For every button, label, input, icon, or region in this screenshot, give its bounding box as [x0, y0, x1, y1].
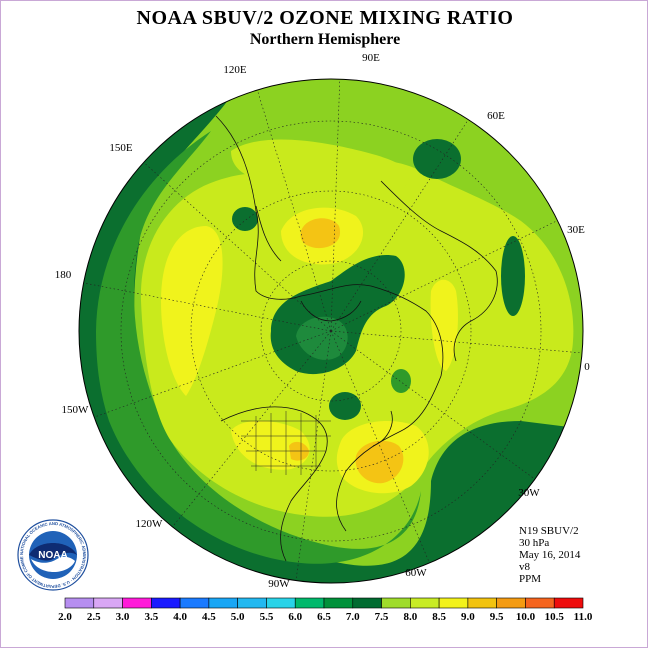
colorbar-swatch	[410, 597, 440, 609]
colorbar-tick-label: 10.5	[545, 611, 565, 623]
colorbar-tick-label: 10.0	[516, 611, 536, 623]
info-units: PPM	[519, 573, 542, 585]
noaa-logo: NATIONAL OCEANIC AND ATMOSPHERIC ADMINIS…	[17, 519, 89, 591]
colorbar-swatch	[525, 597, 555, 609]
longitude-label: 180	[55, 269, 72, 281]
longitude-label: 120W	[136, 518, 164, 530]
colorbar-swatch	[151, 597, 181, 609]
colorbar-tick-label: 8.0	[403, 611, 417, 623]
contour-low-greenland	[391, 369, 411, 393]
longitude-label: 60E	[487, 110, 505, 122]
us-state-lines	[241, 411, 331, 475]
colorbar-tick-label: 9.0	[461, 611, 475, 623]
colorbar-swatch	[323, 597, 354, 609]
contour-low-canada	[329, 392, 361, 420]
colorbar-swatch	[294, 597, 325, 609]
colorbar-swatch	[122, 597, 152, 609]
longitude-label: 0	[584, 361, 590, 373]
colorbar-swatch	[381, 597, 411, 609]
colorbar-tick-label: 2.5	[87, 611, 101, 623]
coastlines	[215, 115, 498, 562]
info-level: 30 hPa	[519, 537, 550, 549]
page-title: NOAA SBUV/2 OZONE MIXING RATIO	[136, 7, 514, 29]
longitude-label: 120E	[223, 64, 247, 76]
longitude-label: 90E	[362, 52, 380, 64]
colorbar-swatch	[553, 597, 584, 609]
colorbar-swatch	[352, 597, 382, 609]
colorbar-ticks: 2.0 2.5 3.0 3.5 4.0 4.5 5.0 5.5 6.0 6.5 7.0 7.5 8.0 8…	[58, 611, 593, 623]
colorbar-swatch	[64, 597, 95, 609]
contour-8-5-pacific	[161, 226, 223, 396]
longitude-label: 90W	[268, 578, 290, 590]
colorbar-swatch	[237, 597, 267, 609]
contour-low-alaska	[232, 207, 258, 231]
contour-9-0-atlantic	[355, 440, 404, 484]
colorbar-tick-label: 8.5	[432, 611, 446, 623]
colorbar-tick-label: 6.0	[288, 611, 302, 623]
map-edge	[78, 78, 584, 584]
longitude-label: 30W	[518, 487, 540, 499]
colorbar-tick-label: 7.5	[375, 611, 389, 623]
longitude-label: 60W	[405, 567, 427, 579]
colorbar-tick-label: 9.5	[490, 611, 504, 623]
colorbar-tick-label: 2.0	[58, 611, 72, 623]
contour-8-5-namerica	[231, 420, 310, 470]
colorbar-swatch	[266, 597, 296, 609]
contour-low-africa	[501, 236, 525, 316]
colorbar-tick-label: 5.0	[231, 611, 245, 623]
logo-text: NOAA	[38, 550, 67, 561]
colorbar-tick-label: 6.5	[317, 611, 331, 623]
info-version: v8	[519, 561, 530, 573]
contour-polar-core	[296, 316, 348, 360]
info-block: N19 SBUV/2 30 hPa May 16, 2014 v8 PPM	[519, 525, 580, 585]
contour-mid-pacific	[96, 131, 421, 564]
colorbar-tick-label: 5.5	[260, 611, 274, 623]
colorbar-tick-label: 3.0	[116, 611, 130, 623]
info-date: May 16, 2014	[519, 549, 581, 561]
colorbar-swatch	[179, 597, 210, 609]
colorbar-swatch	[438, 597, 469, 609]
colorbar-tick-label: 11.0	[574, 611, 593, 623]
colorbar-swatch	[467, 597, 497, 609]
longitude-label: 150E	[109, 142, 133, 154]
colorbar-swatch	[496, 597, 526, 609]
page-subtitle: Northern Hemisphere	[249, 31, 401, 48]
colorbar-swatch	[93, 597, 123, 609]
longitude-label: 150W	[62, 404, 90, 416]
longitude-labels: 90E 60E 30E 0 30W 60W 90W 120W 150W 180 150E 120E	[55, 52, 591, 590]
info-instrument: N19 SBUV/2	[519, 525, 579, 537]
contour-8-5-europe	[430, 279, 458, 371]
colorbar-tick-label: 4.0	[173, 611, 187, 623]
contour-8-0-top	[231, 139, 409, 196]
colorbar-tick-label: 7.0	[346, 611, 360, 623]
longitude-label: 30E	[567, 224, 585, 236]
latitude-circles	[120, 120, 542, 542]
colorbar-swatch	[208, 597, 238, 609]
colorbar-tick-label: 4.5	[202, 611, 216, 623]
colorbar-tick-label: 3.5	[144, 611, 158, 623]
colorbar-swatches	[64, 597, 584, 609]
contour-9-0-siberia	[300, 218, 341, 249]
